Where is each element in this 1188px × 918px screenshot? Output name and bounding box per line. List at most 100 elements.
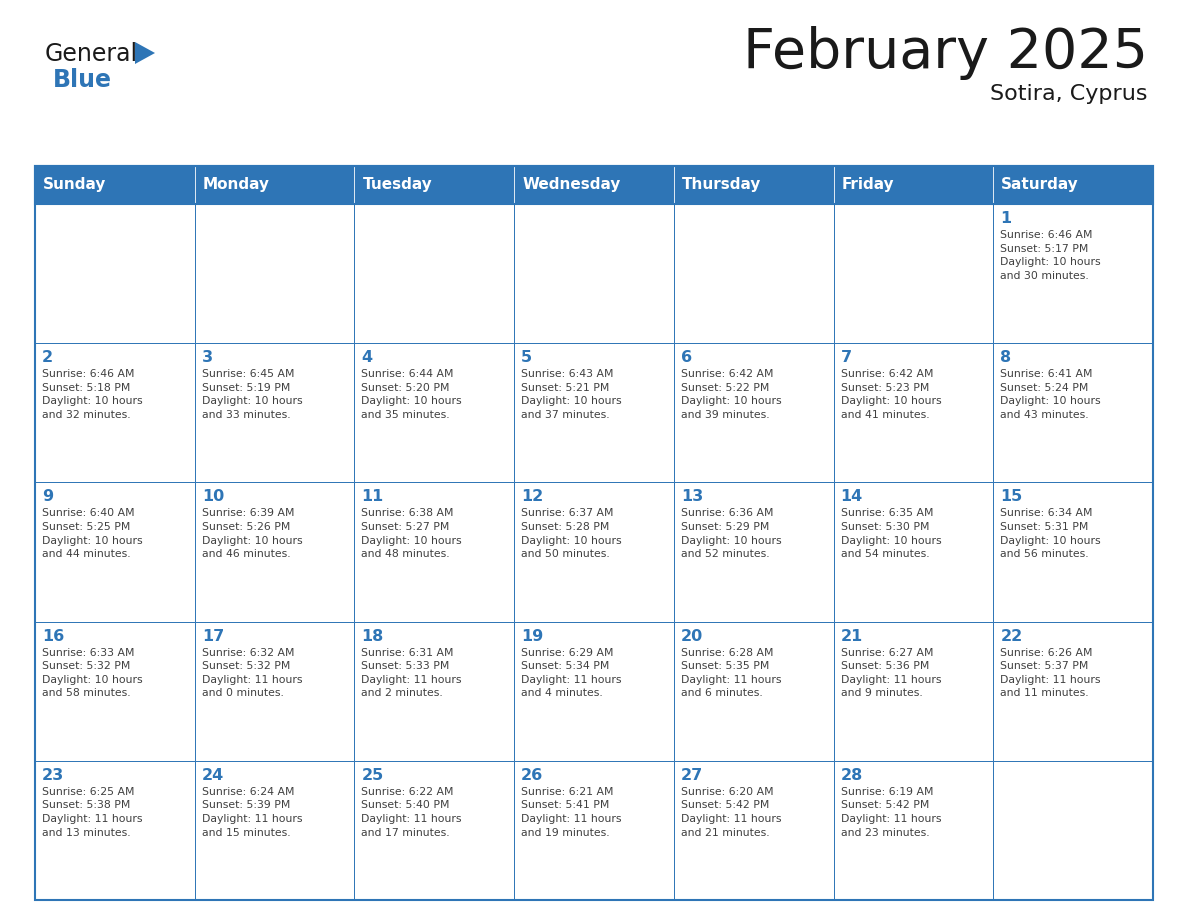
Text: Tuesday: Tuesday xyxy=(362,177,432,193)
Text: Sunrise: 6:40 AM
Sunset: 5:25 PM
Daylight: 10 hours
and 44 minutes.: Sunrise: 6:40 AM Sunset: 5:25 PM Dayligh… xyxy=(42,509,143,559)
Bar xyxy=(674,166,834,204)
Bar xyxy=(34,166,195,204)
Text: Sunrise: 6:28 AM
Sunset: 5:35 PM
Daylight: 11 hours
and 6 minutes.: Sunrise: 6:28 AM Sunset: 5:35 PM Dayligh… xyxy=(681,647,782,699)
Text: 21: 21 xyxy=(841,629,862,644)
Text: Sunrise: 6:45 AM
Sunset: 5:19 PM
Daylight: 10 hours
and 33 minutes.: Sunrise: 6:45 AM Sunset: 5:19 PM Dayligh… xyxy=(202,369,302,420)
Bar xyxy=(514,621,674,761)
Bar xyxy=(195,204,354,343)
Bar xyxy=(354,621,514,761)
Text: 22: 22 xyxy=(1000,629,1023,644)
Bar xyxy=(354,166,514,204)
Text: 24: 24 xyxy=(202,767,225,783)
Bar xyxy=(195,621,354,761)
Text: Sunrise: 6:46 AM
Sunset: 5:17 PM
Daylight: 10 hours
and 30 minutes.: Sunrise: 6:46 AM Sunset: 5:17 PM Dayligh… xyxy=(1000,230,1101,281)
Bar xyxy=(354,482,514,621)
Bar xyxy=(993,343,1154,482)
Bar xyxy=(993,204,1154,343)
Bar xyxy=(514,166,674,204)
Bar xyxy=(834,621,993,761)
Bar xyxy=(514,761,674,900)
Bar xyxy=(514,204,674,343)
Text: Sunrise: 6:19 AM
Sunset: 5:42 PM
Daylight: 11 hours
and 23 minutes.: Sunrise: 6:19 AM Sunset: 5:42 PM Dayligh… xyxy=(841,787,941,837)
Text: Sunrise: 6:25 AM
Sunset: 5:38 PM
Daylight: 11 hours
and 13 minutes.: Sunrise: 6:25 AM Sunset: 5:38 PM Dayligh… xyxy=(42,787,143,837)
Text: 25: 25 xyxy=(361,767,384,783)
Text: General: General xyxy=(45,42,138,66)
Bar xyxy=(834,343,993,482)
Text: Sunrise: 6:41 AM
Sunset: 5:24 PM
Daylight: 10 hours
and 43 minutes.: Sunrise: 6:41 AM Sunset: 5:24 PM Dayligh… xyxy=(1000,369,1101,420)
Text: Sunrise: 6:22 AM
Sunset: 5:40 PM
Daylight: 11 hours
and 17 minutes.: Sunrise: 6:22 AM Sunset: 5:40 PM Dayligh… xyxy=(361,787,462,837)
Text: 16: 16 xyxy=(42,629,64,644)
Bar xyxy=(514,343,674,482)
Text: Sunrise: 6:21 AM
Sunset: 5:41 PM
Daylight: 11 hours
and 19 minutes.: Sunrise: 6:21 AM Sunset: 5:41 PM Dayligh… xyxy=(522,787,621,837)
Text: 11: 11 xyxy=(361,489,384,504)
Bar xyxy=(834,204,993,343)
Text: Sunrise: 6:29 AM
Sunset: 5:34 PM
Daylight: 11 hours
and 4 minutes.: Sunrise: 6:29 AM Sunset: 5:34 PM Dayligh… xyxy=(522,647,621,699)
Bar xyxy=(354,204,514,343)
Text: Sunrise: 6:20 AM
Sunset: 5:42 PM
Daylight: 11 hours
and 21 minutes.: Sunrise: 6:20 AM Sunset: 5:42 PM Dayligh… xyxy=(681,787,782,837)
Text: 1: 1 xyxy=(1000,211,1011,226)
Bar xyxy=(674,761,834,900)
Text: 14: 14 xyxy=(841,489,862,504)
Text: 7: 7 xyxy=(841,350,852,365)
Bar xyxy=(34,482,195,621)
Bar xyxy=(674,204,834,343)
Text: Sunrise: 6:43 AM
Sunset: 5:21 PM
Daylight: 10 hours
and 37 minutes.: Sunrise: 6:43 AM Sunset: 5:21 PM Dayligh… xyxy=(522,369,621,420)
Text: 28: 28 xyxy=(841,767,862,783)
Text: 26: 26 xyxy=(522,767,543,783)
Polygon shape xyxy=(135,42,154,64)
Text: Sunrise: 6:35 AM
Sunset: 5:30 PM
Daylight: 10 hours
and 54 minutes.: Sunrise: 6:35 AM Sunset: 5:30 PM Dayligh… xyxy=(841,509,941,559)
Bar xyxy=(354,343,514,482)
Text: 15: 15 xyxy=(1000,489,1023,504)
Bar xyxy=(834,761,993,900)
Text: 17: 17 xyxy=(202,629,225,644)
Text: Saturday: Saturday xyxy=(1001,177,1079,193)
Bar xyxy=(674,621,834,761)
Text: 5: 5 xyxy=(522,350,532,365)
Text: Sunrise: 6:24 AM
Sunset: 5:39 PM
Daylight: 11 hours
and 15 minutes.: Sunrise: 6:24 AM Sunset: 5:39 PM Dayligh… xyxy=(202,787,302,837)
Text: Sunrise: 6:34 AM
Sunset: 5:31 PM
Daylight: 10 hours
and 56 minutes.: Sunrise: 6:34 AM Sunset: 5:31 PM Dayligh… xyxy=(1000,509,1101,559)
Bar xyxy=(34,166,1154,204)
Text: Monday: Monday xyxy=(203,177,270,193)
Text: Wednesday: Wednesday xyxy=(523,177,620,193)
Text: Sunrise: 6:42 AM
Sunset: 5:22 PM
Daylight: 10 hours
and 39 minutes.: Sunrise: 6:42 AM Sunset: 5:22 PM Dayligh… xyxy=(681,369,782,420)
Bar xyxy=(834,166,993,204)
Text: February 2025: February 2025 xyxy=(742,26,1148,80)
Text: 4: 4 xyxy=(361,350,373,365)
Text: Sunrise: 6:42 AM
Sunset: 5:23 PM
Daylight: 10 hours
and 41 minutes.: Sunrise: 6:42 AM Sunset: 5:23 PM Dayligh… xyxy=(841,369,941,420)
Text: Friday: Friday xyxy=(841,177,895,193)
Text: Sunrise: 6:27 AM
Sunset: 5:36 PM
Daylight: 11 hours
and 9 minutes.: Sunrise: 6:27 AM Sunset: 5:36 PM Dayligh… xyxy=(841,647,941,699)
Text: Sunrise: 6:36 AM
Sunset: 5:29 PM
Daylight: 10 hours
and 52 minutes.: Sunrise: 6:36 AM Sunset: 5:29 PM Dayligh… xyxy=(681,509,782,559)
Bar xyxy=(993,482,1154,621)
Bar xyxy=(195,343,354,482)
Text: Sunrise: 6:39 AM
Sunset: 5:26 PM
Daylight: 10 hours
and 46 minutes.: Sunrise: 6:39 AM Sunset: 5:26 PM Dayligh… xyxy=(202,509,302,559)
Bar xyxy=(354,761,514,900)
Text: 10: 10 xyxy=(202,489,225,504)
Text: 3: 3 xyxy=(202,350,213,365)
Bar xyxy=(34,761,195,900)
Text: 18: 18 xyxy=(361,629,384,644)
Bar xyxy=(674,343,834,482)
Bar xyxy=(34,204,195,343)
Text: 20: 20 xyxy=(681,629,703,644)
Text: Sunrise: 6:33 AM
Sunset: 5:32 PM
Daylight: 10 hours
and 58 minutes.: Sunrise: 6:33 AM Sunset: 5:32 PM Dayligh… xyxy=(42,647,143,699)
Bar xyxy=(993,166,1154,204)
Bar xyxy=(993,621,1154,761)
Text: Sotira, Cyprus: Sotira, Cyprus xyxy=(991,84,1148,104)
Text: Blue: Blue xyxy=(53,68,112,92)
Text: 6: 6 xyxy=(681,350,691,365)
Bar xyxy=(834,482,993,621)
Bar xyxy=(195,482,354,621)
Bar xyxy=(674,482,834,621)
Bar xyxy=(514,482,674,621)
Text: Sunrise: 6:38 AM
Sunset: 5:27 PM
Daylight: 10 hours
and 48 minutes.: Sunrise: 6:38 AM Sunset: 5:27 PM Dayligh… xyxy=(361,509,462,559)
Text: Sunrise: 6:31 AM
Sunset: 5:33 PM
Daylight: 11 hours
and 2 minutes.: Sunrise: 6:31 AM Sunset: 5:33 PM Dayligh… xyxy=(361,647,462,699)
Text: 12: 12 xyxy=(522,489,543,504)
Bar xyxy=(34,343,195,482)
Text: 23: 23 xyxy=(42,767,64,783)
Text: 2: 2 xyxy=(42,350,53,365)
Text: 13: 13 xyxy=(681,489,703,504)
Bar xyxy=(195,166,354,204)
Text: Thursday: Thursday xyxy=(682,177,762,193)
Text: Sunrise: 6:37 AM
Sunset: 5:28 PM
Daylight: 10 hours
and 50 minutes.: Sunrise: 6:37 AM Sunset: 5:28 PM Dayligh… xyxy=(522,509,621,559)
Text: Sunrise: 6:26 AM
Sunset: 5:37 PM
Daylight: 11 hours
and 11 minutes.: Sunrise: 6:26 AM Sunset: 5:37 PM Dayligh… xyxy=(1000,647,1101,699)
